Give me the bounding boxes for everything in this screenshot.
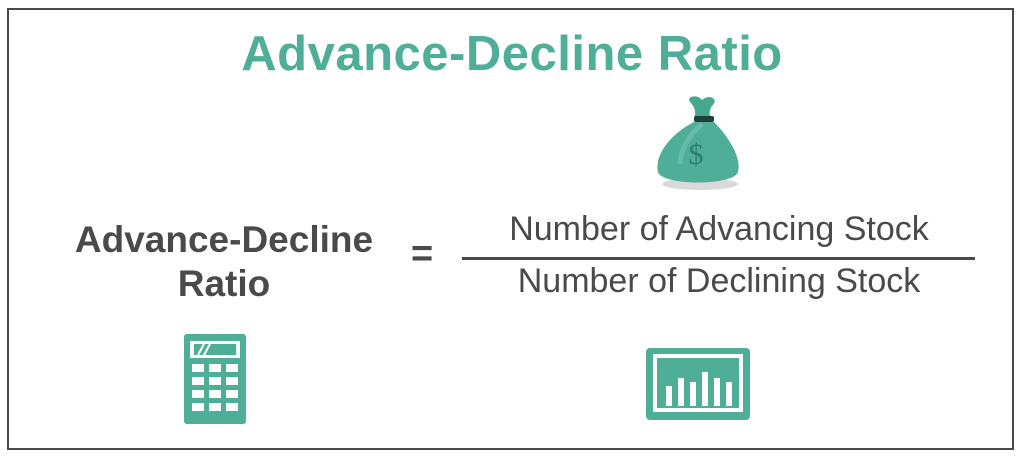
formula-numerator: Number of Advancing Stock [509,210,929,248]
dollar-sign: $ [689,138,704,171]
money-bag-icon: $ [657,96,739,190]
equals-sign: = [411,233,434,275]
formula-lhs: Advance-Decline Ratio [44,218,404,306]
lhs-line-2: Ratio [177,263,271,304]
lhs-line-1: Advance-Decline [74,219,374,260]
calculator-icon [184,334,246,424]
formula-denominator: Number of Declining Stock [517,262,921,300]
page-title: Advance-Decline Ratio [241,27,783,81]
formula-card [7,8,1014,450]
bar-chart-icon [646,348,750,420]
fraction-bar [462,257,975,260]
